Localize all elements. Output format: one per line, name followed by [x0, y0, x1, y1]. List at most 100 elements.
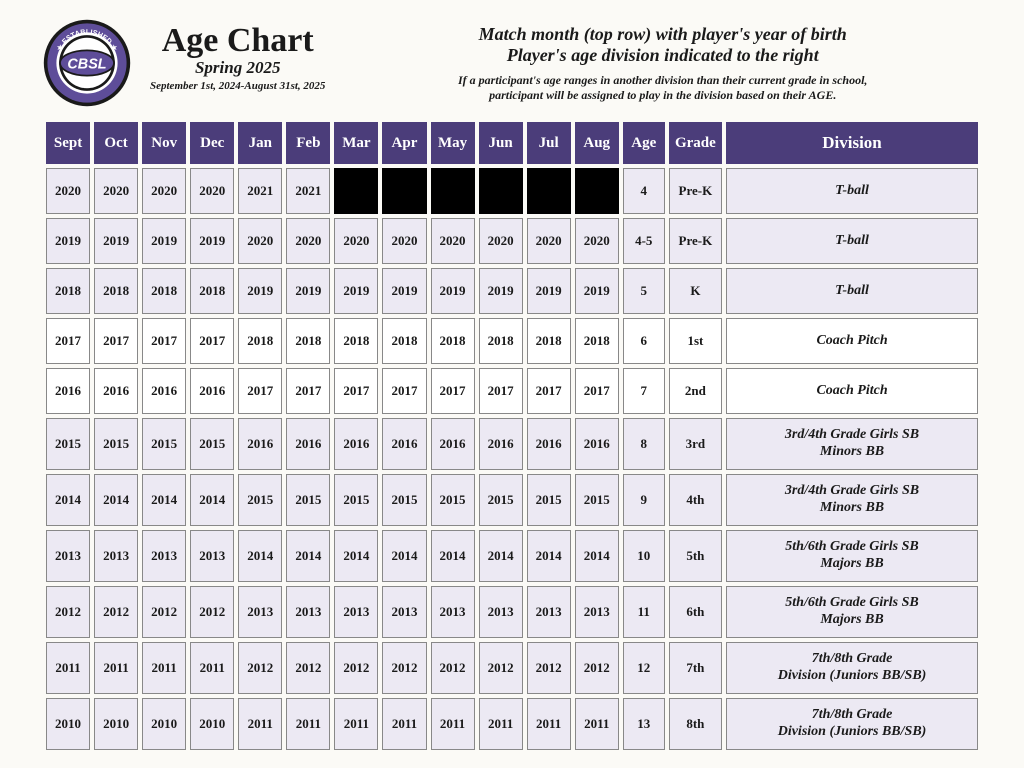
column-header: Jun	[479, 122, 523, 164]
age-cell: 4	[623, 168, 665, 214]
division-cell: T-ball	[726, 268, 978, 314]
grade-cell: Pre-K	[669, 168, 722, 214]
month-cell: 2015	[238, 474, 282, 526]
month-cell: 2013	[382, 586, 426, 638]
month-cell: 2012	[142, 586, 186, 638]
age-cell: 7	[623, 368, 665, 414]
page-subtitle: Spring 2025	[150, 58, 325, 78]
table-row: 2011201120112011201220122012201220122012…	[46, 642, 978, 694]
month-cell: 2011	[238, 698, 282, 750]
cbsl-logo: CBSL ★ ESTABLISHED ★ 1961	[42, 18, 132, 108]
division-cell: Coach Pitch	[726, 368, 978, 414]
column-header: Mar	[334, 122, 378, 164]
month-cell: 2012	[238, 642, 282, 694]
age-cell: 4-5	[623, 218, 665, 264]
month-cell: 2016	[382, 418, 426, 470]
month-cell: 2016	[334, 418, 378, 470]
month-cell: 2010	[142, 698, 186, 750]
month-cell: 2010	[94, 698, 138, 750]
month-cell: 2018	[238, 318, 282, 364]
month-cell: 2020	[286, 218, 330, 264]
month-cell: 2010	[190, 698, 234, 750]
column-header: Grade	[669, 122, 722, 164]
month-cell: 2015	[431, 474, 475, 526]
month-cell: 2015	[190, 418, 234, 470]
age-cell: 9	[623, 474, 665, 526]
month-cell: 2017	[431, 368, 475, 414]
month-cell: 2018	[94, 268, 138, 314]
month-cell: 2016	[142, 368, 186, 414]
month-cell: 2019	[46, 218, 90, 264]
month-cell: 2018	[527, 318, 571, 364]
table-body: 2020202020202020202120214Pre-KT-ball2019…	[46, 168, 978, 750]
month-cell: 2013	[46, 530, 90, 582]
month-cell: 2015	[382, 474, 426, 526]
svg-text:1961: 1961	[78, 80, 97, 91]
column-header: Age	[623, 122, 665, 164]
month-cell: 2012	[382, 642, 426, 694]
month-cell	[334, 168, 378, 214]
month-cell: 2015	[527, 474, 571, 526]
month-cell: 2015	[334, 474, 378, 526]
division-cell: Coach Pitch	[726, 318, 978, 364]
grade-cell: 6th	[669, 586, 722, 638]
month-cell: 2013	[527, 586, 571, 638]
division-cell: T-ball	[726, 218, 978, 264]
grade-cell: 3rd	[669, 418, 722, 470]
note-text: If a participant's age ranges in another…	[343, 73, 982, 103]
month-cell: 2015	[94, 418, 138, 470]
month-cell: 2011	[46, 642, 90, 694]
month-cell: 2020	[431, 218, 475, 264]
month-cell: 2014	[190, 474, 234, 526]
month-cell: 2018	[479, 318, 523, 364]
month-cell: 2017	[190, 318, 234, 364]
month-cell: 2013	[142, 530, 186, 582]
month-cell: 2018	[46, 268, 90, 314]
month-cell: 2019	[575, 268, 619, 314]
division-cell: 7th/8th GradeDivision (Juniors BB/SB)	[726, 698, 978, 750]
column-header: Aug	[575, 122, 619, 164]
month-cell: 2020	[334, 218, 378, 264]
column-header: Jul	[527, 122, 571, 164]
month-cell: 2010	[46, 698, 90, 750]
title-block: Age Chart Spring 2025 September 1st, 202…	[150, 18, 325, 92]
month-cell: 2013	[575, 586, 619, 638]
age-cell: 11	[623, 586, 665, 638]
column-header: Jan	[238, 122, 282, 164]
month-cell: 2018	[575, 318, 619, 364]
month-cell: 2017	[527, 368, 571, 414]
month-cell: 2014	[46, 474, 90, 526]
table-row: 2010201020102010201120112011201120112011…	[46, 698, 978, 750]
month-cell: 2020	[94, 168, 138, 214]
month-cell: 2020	[575, 218, 619, 264]
table-row: 2018201820182018201920192019201920192019…	[46, 268, 978, 314]
instruction-line-1: Match month (top row) with player's year…	[343, 24, 982, 45]
month-cell: 2012	[46, 586, 90, 638]
page-header: CBSL ★ ESTABLISHED ★ 1961 Age Chart Spri…	[42, 18, 982, 108]
table-row: 2020202020202020202120214Pre-KT-ball	[46, 168, 978, 214]
month-cell: 2011	[382, 698, 426, 750]
month-cell: 2015	[479, 474, 523, 526]
month-cell: 2015	[46, 418, 90, 470]
svg-text:CBSL: CBSL	[67, 56, 106, 72]
month-cell: 2017	[286, 368, 330, 414]
month-cell: 2020	[479, 218, 523, 264]
month-cell: 2016	[479, 418, 523, 470]
table-row: 2015201520152015201620162016201620162016…	[46, 418, 978, 470]
month-cell: 2014	[527, 530, 571, 582]
month-cell: 2013	[94, 530, 138, 582]
column-header: Apr	[382, 122, 426, 164]
table-row: 2012201220122012201320132013201320132013…	[46, 586, 978, 638]
grade-cell: 4th	[669, 474, 722, 526]
month-cell: 2017	[575, 368, 619, 414]
table-row: 2019201920192019202020202020202020202020…	[46, 218, 978, 264]
month-cell: 2011	[334, 698, 378, 750]
month-cell: 2013	[431, 586, 475, 638]
month-cell: 2019	[142, 218, 186, 264]
month-cell: 2018	[190, 268, 234, 314]
month-cell: 2017	[142, 318, 186, 364]
month-cell: 2011	[431, 698, 475, 750]
month-cell: 2012	[431, 642, 475, 694]
month-cell: 2014	[479, 530, 523, 582]
month-cell: 2011	[527, 698, 571, 750]
